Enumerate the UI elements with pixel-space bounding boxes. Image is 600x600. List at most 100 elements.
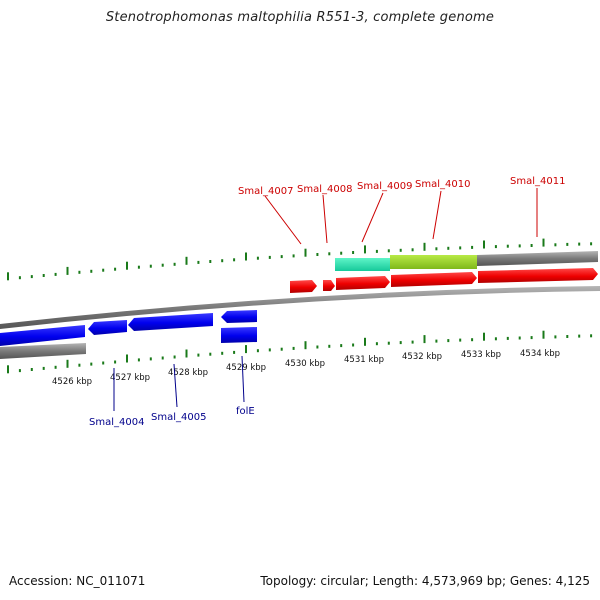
- scale-tick-minor: [114, 360, 117, 364]
- scale-tick-major: [542, 238, 545, 247]
- feature-band-green[interactable]: [390, 255, 477, 269]
- scale-tick-minor: [256, 349, 259, 353]
- scale-tick-major: [7, 365, 9, 374]
- gene-arrow-smal-4009[interactable]: [336, 276, 390, 290]
- scale-tick-minor: [578, 334, 581, 338]
- gene-arrow-smal-4005-a[interactable]: [88, 320, 127, 335]
- scale-tick-minor: [387, 341, 390, 345]
- gene-arrow-smal-4004[interactable]: [0, 325, 85, 346]
- accession-text: Accession: NC_011071: [9, 574, 146, 588]
- leader-line: [322, 194, 328, 244]
- scale-tick-minor: [435, 339, 438, 343]
- scale-tick-minor: [566, 335, 569, 338]
- scale-tick-minor: [411, 340, 414, 344]
- scale-label: 4526 kbp: [52, 377, 92, 387]
- scale-tick-minor: [471, 245, 474, 249]
- scale-tick-minor: [137, 358, 140, 362]
- scale-tick-major: [126, 354, 128, 363]
- scale-tick-minor: [471, 338, 474, 342]
- scale-tick-minor: [161, 263, 164, 267]
- scale-tick-minor: [42, 274, 45, 277]
- gene-label-folE[interactable]: folE: [236, 406, 255, 417]
- leader-line: [361, 192, 384, 243]
- scale-tick-minor: [256, 256, 259, 260]
- scale-label: 4534 kbp: [520, 349, 560, 359]
- scale-tick-major: [423, 335, 426, 344]
- scale-tick-minor: [209, 260, 212, 263]
- scale-tick-minor: [268, 255, 271, 259]
- gene-label-smal-4005[interactable]: Smal_4005: [151, 412, 206, 423]
- leader-line: [264, 195, 302, 245]
- scale-tick-major: [245, 345, 247, 354]
- gene-label-smal-4008[interactable]: Smal_4008: [297, 184, 352, 195]
- scale-label: 4528 kbp: [168, 368, 208, 378]
- scale-tick-minor: [18, 369, 21, 373]
- scale-tick-minor: [578, 242, 581, 246]
- gene-label-smal-4004[interactable]: Smal_4004: [89, 417, 144, 428]
- scale-tick-minor: [530, 244, 533, 247]
- scale-tick-major: [66, 266, 69, 275]
- scale-tick-minor: [233, 350, 236, 354]
- scale-tick-minor: [161, 356, 164, 360]
- scale-tick-minor: [340, 344, 343, 348]
- scale-tick-minor: [30, 368, 33, 371]
- scale-tick-minor: [375, 249, 378, 253]
- scale-tick-major: [126, 261, 128, 270]
- scale-tick-minor: [78, 363, 81, 367]
- scale-tick-major: [483, 332, 485, 341]
- scale-tick-minor: [554, 243, 557, 247]
- scale-label: 4533 kbp: [461, 350, 501, 360]
- scale-tick-minor: [506, 244, 509, 248]
- scale-tick-minor: [102, 361, 105, 365]
- feature-band-teal[interactable]: [335, 258, 390, 271]
- genome-summary-text: Topology: circular; Length: 4,573,969 bp…: [260, 574, 590, 588]
- scale-tick-major: [7, 272, 9, 281]
- scale-label: 4527 kbp: [110, 373, 150, 383]
- scale-tick-minor: [197, 353, 200, 357]
- scale-tick-minor: [209, 352, 212, 356]
- scale-tick-minor: [387, 249, 390, 253]
- scale-tick-minor: [42, 366, 45, 370]
- gene-label-smal-4010[interactable]: Smal_4010: [415, 179, 470, 190]
- gene-label-smal-4007[interactable]: Smal_4007: [238, 186, 293, 197]
- gene-arrow-smal-4005[interactable]: [128, 313, 213, 331]
- scale-tick-minor: [435, 247, 438, 251]
- scale-tick-minor: [221, 259, 224, 263]
- scale-tick-minor: [268, 348, 271, 352]
- scale-tick-major: [304, 341, 307, 350]
- scale-tick-major: [423, 242, 426, 251]
- scale-tick-minor: [221, 351, 224, 355]
- scale-tick-minor: [137, 265, 140, 269]
- scale-tick-minor: [292, 346, 295, 350]
- scale-tick-minor: [554, 335, 557, 339]
- outer-band-right: [477, 251, 598, 266]
- gene-arrow-smal-4007[interactable]: [290, 280, 317, 293]
- scale-tick-minor: [328, 252, 331, 256]
- gene-arrow-smal-4008[interactable]: [323, 280, 335, 291]
- scale-tick-minor: [90, 362, 93, 366]
- scale-tick-minor: [280, 347, 283, 351]
- gene-arrow-smal-4011[interactable]: [478, 268, 598, 283]
- scale-tick-minor: [18, 276, 21, 280]
- genome-backbone: [0, 286, 600, 329]
- scale-tick-minor: [399, 248, 402, 252]
- scale-tick-minor: [173, 355, 176, 359]
- scale-label: 4532 kbp: [402, 352, 442, 362]
- scale-tick-major: [245, 252, 247, 261]
- gene-arrow-smal-4006[interactable]: [221, 310, 257, 323]
- outer-band-left: [0, 343, 86, 359]
- scale-tick-minor: [54, 365, 57, 369]
- gene-arrow-smal-4010[interactable]: [391, 272, 477, 287]
- scale-tick-minor: [459, 338, 462, 342]
- scale-tick-minor: [566, 242, 569, 246]
- gene-label-smal-4011[interactable]: Smal_4011: [510, 176, 565, 187]
- scale-tick-minor: [30, 275, 33, 279]
- genome-title: Stenotrophomonas maltophilia R551-3, com…: [105, 10, 495, 25]
- gene-label-smal-4009[interactable]: Smal_4009: [357, 181, 412, 192]
- scale-tick-minor: [78, 270, 81, 274]
- scale-labels: 4526 kbp 4527 kbp 4528 kbp 4529 kbp 4530…: [52, 349, 560, 387]
- scale-tick-minor: [54, 272, 57, 276]
- scale-tick-minor: [494, 337, 497, 341]
- gene-arrow-folE[interactable]: [221, 327, 257, 343]
